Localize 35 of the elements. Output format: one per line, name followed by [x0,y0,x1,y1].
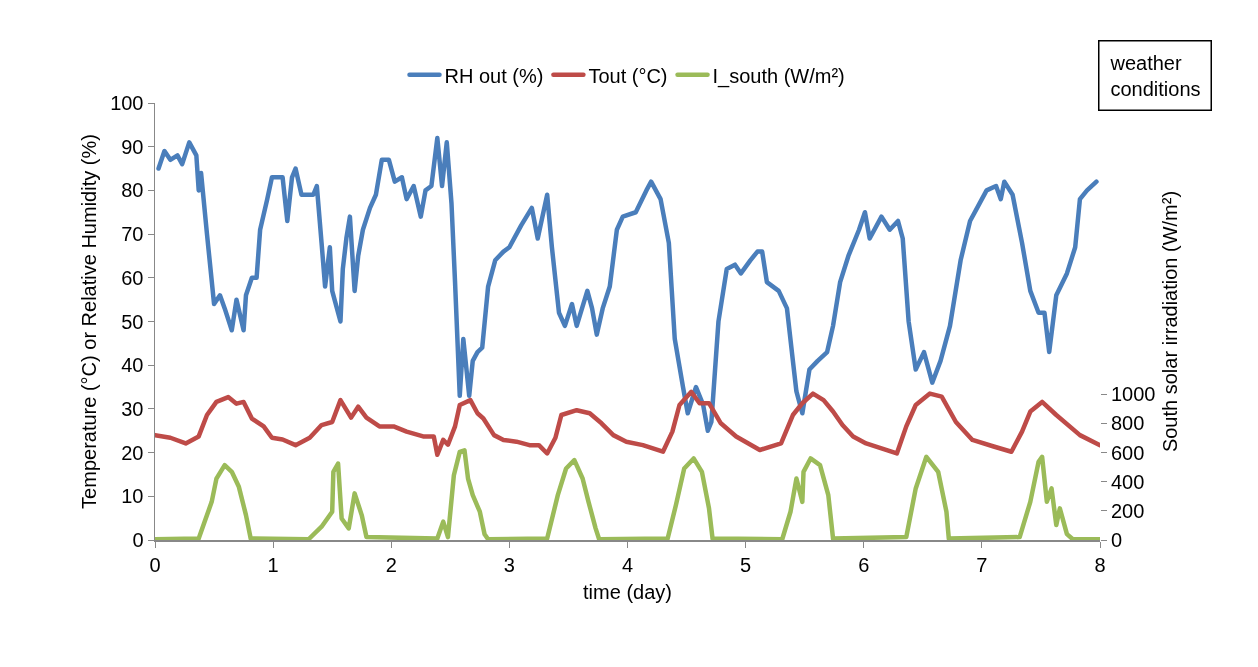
y-tick-label: 0 [132,529,144,551]
y2-tick-label: 400 [1111,470,1145,493]
y-tick-label: 90 [121,135,144,158]
x-tick-label: 2 [385,553,397,576]
y2-tick-label: 600 [1111,441,1145,464]
legend-label: I_south (W/m²) [712,64,845,88]
y2-tick-label: 800 [1111,412,1145,435]
x-tick-label: 4 [621,553,634,576]
y-tick-label: 80 [121,179,144,202]
y2-axis-title: South solar irradiation (W/m²) [1159,190,1181,453]
x-tick-label: 1 [267,553,279,576]
line-series [156,135,1099,433]
y-tick-label: 50 [121,310,144,333]
x-tick-label: 5 [740,553,752,576]
x-tick-label: 3 [503,553,515,576]
y2-tick-label: 1000 [1111,383,1156,406]
y-tick-label: 10 [121,485,144,508]
x-tick-label: 0 [149,553,161,576]
y-tick-label: 40 [121,354,144,377]
y2-tick-label: 200 [1111,499,1145,522]
x-tick-label: 7 [976,553,988,576]
y-tick-label: 70 [121,223,144,246]
legend-label: RH out (%) [444,64,544,87]
y2-tick-label: 0 [1111,529,1123,551]
x-tick-label: 6 [858,553,870,576]
x-tick-label: 8 [1094,553,1106,576]
y-tick-label: 60 [121,266,144,289]
y-tick-label: 100 [110,92,144,114]
y-axis-title: Temperature (°C) or Relative Humidity (%) [77,134,100,509]
line-series [155,389,1100,458]
text: weather conditions [1109,51,1201,100]
legend-label: Tout (°C) [588,64,668,87]
y-tick-label: 30 [121,397,144,420]
x-axis-title: time (day) [583,580,672,603]
y-tick-label: 20 [121,441,144,464]
